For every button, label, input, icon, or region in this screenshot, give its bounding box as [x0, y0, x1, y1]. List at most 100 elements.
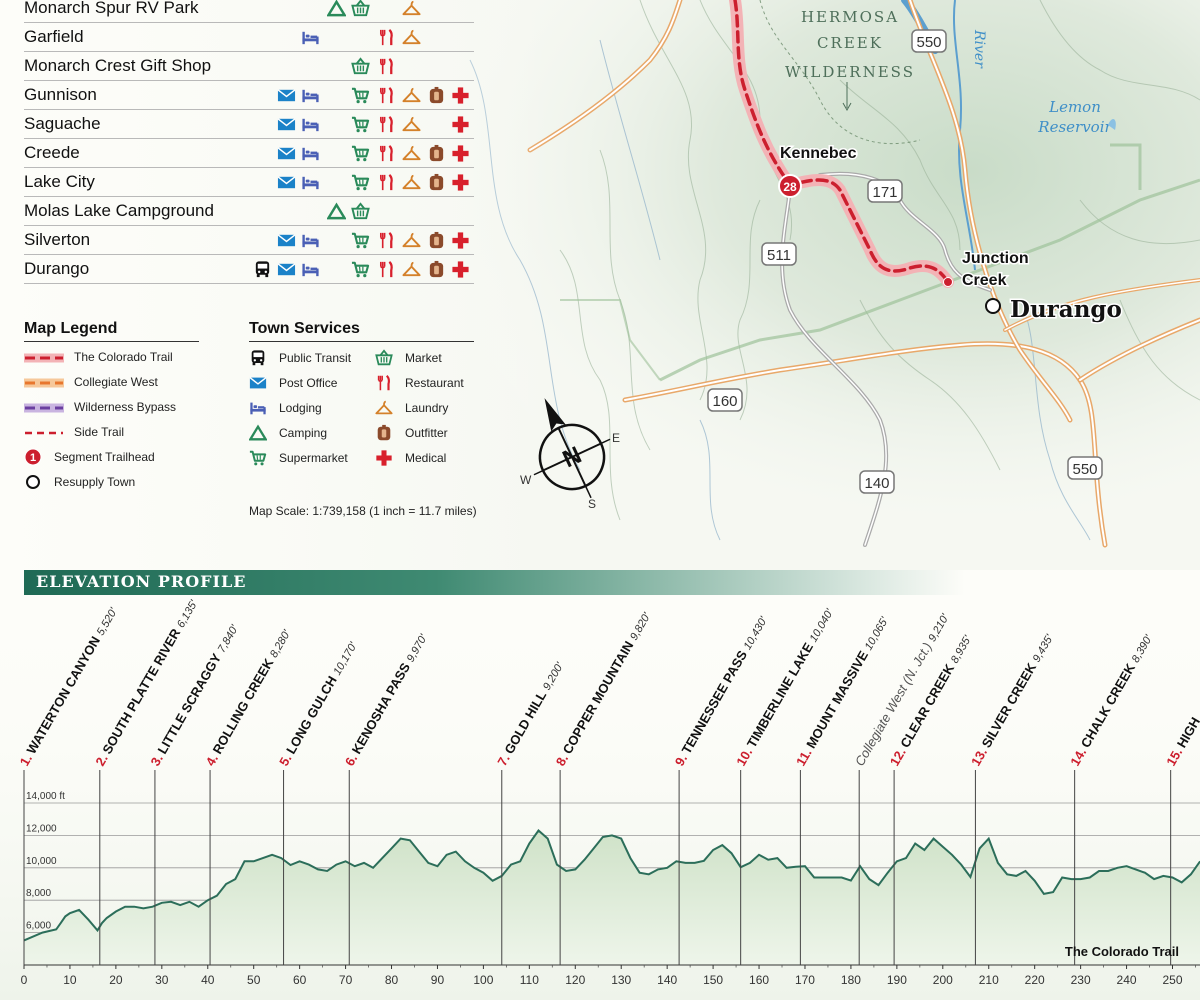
svg-text:511: 511 — [767, 247, 791, 264]
y-tick-label: 6,000 — [26, 921, 51, 932]
wilderness-label-3: WILDERNESS — [785, 63, 915, 81]
x-tick-label: 210 — [979, 973, 999, 987]
town-name: Monarch Spur RV Park — [24, 0, 199, 17]
y-tick-label: 8,000 — [26, 888, 51, 899]
restaurant-icon — [376, 114, 396, 134]
service-label: Restaurant — [405, 376, 464, 390]
x-tick-label: 170 — [795, 973, 815, 987]
outfitter-icon — [426, 259, 446, 279]
svg-text:550: 550 — [916, 34, 941, 51]
laundry-icon — [401, 230, 421, 250]
river-label: River — [971, 29, 987, 69]
supermarket-icon — [350, 259, 370, 279]
map-scale: Map Scale: 1:739,158 (1 inch = 11.7 mile… — [249, 504, 477, 518]
x-tick-label: 140 — [657, 973, 677, 987]
supermarket-icon — [350, 114, 370, 134]
x-tick-label: 230 — [1071, 973, 1091, 987]
compass-north-label: N — [559, 442, 586, 474]
x-tick-label: 100 — [473, 973, 493, 987]
durango-label: Durango — [1010, 296, 1122, 323]
town-name: Silverton — [24, 230, 91, 249]
service-label: Outfitter — [405, 426, 448, 440]
compass-south-label: S — [588, 497, 596, 511]
outfitter-icon — [426, 172, 446, 192]
legend-label: Side Trail — [74, 425, 125, 439]
restaurant-icon — [376, 27, 396, 47]
lodging-icon — [300, 85, 320, 105]
map-legend-title: Map Legend — [24, 320, 199, 342]
town-row: Gunnison — [24, 81, 474, 110]
wilderness-bypass-symbol — [24, 401, 64, 415]
legend-label: Segment Trailhead — [54, 450, 155, 464]
segment-trailhead-marker-number: 1 — [30, 452, 36, 464]
svg-text:171: 171 — [872, 184, 897, 201]
public-transit-icon — [252, 259, 272, 279]
junction-creek-label-2: Creek — [962, 272, 1007, 289]
medical-icon — [450, 114, 470, 134]
town-row: Monarch Spur RV Park — [24, 0, 474, 23]
legend-item-collegiate-west: Collegiate West — [24, 370, 199, 395]
town-row: Garfield — [24, 23, 474, 52]
post-office-icon — [276, 230, 296, 250]
x-tick-label: 60 — [293, 973, 307, 987]
post-office-icon — [276, 114, 296, 134]
restaurant-icon — [375, 374, 393, 392]
laundry-icon — [401, 85, 421, 105]
highway-shield-140: 140 — [859, 470, 895, 494]
restaurant-icon — [376, 230, 396, 250]
x-tick-label: 30 — [155, 973, 169, 987]
lake-label-1: Lemon — [1048, 98, 1101, 116]
town-services-legend: Town Services Public Transit Post Office L… — [248, 320, 474, 472]
service-label: Market — [405, 351, 442, 365]
segment-28-marker: 28 — [778, 174, 802, 198]
service-label: Supermarket — [279, 451, 348, 465]
x-tick-label: 220 — [1025, 973, 1045, 987]
service-label: Public Transit — [279, 351, 352, 365]
x-tick-label: 90 — [431, 973, 445, 987]
lake-label-2: Reservoir — [1037, 118, 1112, 136]
x-tick-label: 150 — [703, 973, 723, 987]
x-tick-label: 70 — [339, 973, 353, 987]
public-transit-icon — [249, 349, 267, 367]
town-row: Molas Lake Campground — [24, 197, 474, 226]
town-row: Saguache — [24, 110, 474, 139]
x-tick-label: 0 — [21, 973, 28, 987]
restaurant-icon — [376, 143, 396, 163]
lodging-icon — [300, 114, 320, 134]
svg-text:550: 550 — [1072, 461, 1097, 478]
x-tick-label: 80 — [385, 973, 399, 987]
laundry-icon — [401, 172, 421, 192]
elevation-area — [24, 830, 1200, 965]
trail-map: HERMOSA CREEK WILDERNESS River Lemon Res… — [0, 0, 1200, 570]
collegiate-west-symbol — [24, 376, 64, 390]
service-label: Laundry — [405, 401, 449, 415]
laundry-icon — [401, 143, 421, 163]
x-tick-label: 160 — [749, 973, 769, 987]
medical-icon — [450, 230, 470, 250]
supermarket-icon — [249, 449, 267, 467]
colorado-trail-symbol — [24, 351, 64, 365]
x-tick-label: 50 — [247, 973, 261, 987]
laundry-icon — [401, 259, 421, 279]
town-services-table: Monarch Spur RV Park Garfield Monarch Cres… — [24, 0, 474, 284]
x-tick-label: 40 — [201, 973, 215, 987]
segment-trailhead-symbol: 1 — [24, 448, 64, 466]
market-icon — [350, 56, 370, 76]
service-label: Medical — [405, 451, 447, 465]
market-icon — [350, 201, 370, 221]
town-row: Monarch Crest Gift Shop — [24, 52, 474, 81]
elevation-profile-banner: ELEVATION PROFILE — [24, 570, 1200, 595]
wilderness-label-1: HERMOSA — [801, 8, 899, 26]
legend-item-wilderness-bypass: Wilderness Bypass — [24, 395, 199, 420]
resupply-town-symbol — [24, 475, 64, 490]
town-name: Monarch Crest Gift Shop — [24, 56, 212, 75]
legend-label: Resupply Town — [54, 475, 136, 489]
highway-shield-171: 171 — [867, 179, 903, 203]
compass-rose: N S E W — [520, 398, 620, 511]
legend-label: Wilderness Bypass — [74, 400, 177, 414]
y-tick-label: 10,000 — [26, 856, 57, 867]
restaurant-icon — [376, 259, 396, 279]
town-name: Creede — [24, 143, 80, 162]
market-icon — [350, 0, 370, 18]
service-label: Post Office — [279, 376, 338, 390]
